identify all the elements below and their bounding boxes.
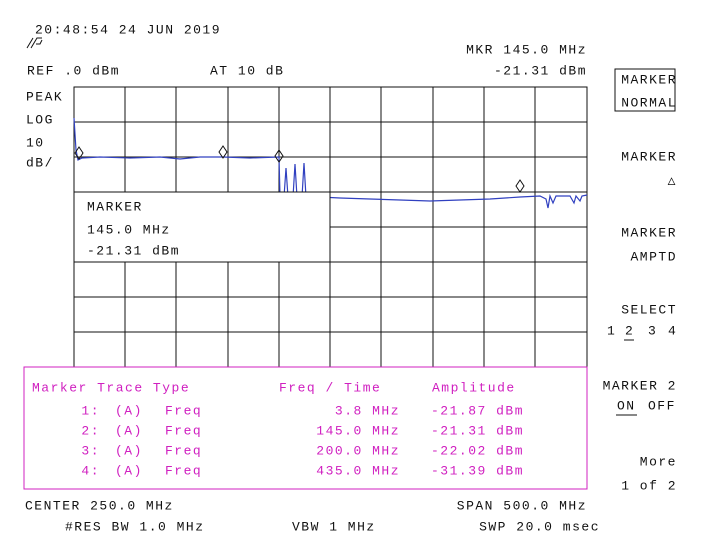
softkey[interactable]: MARKER 2 <box>603 378 677 393</box>
softkey[interactable]: SELECT <box>621 302 677 317</box>
table-header: Marker Trace Type <box>32 380 190 395</box>
table-cell: Freq <box>165 403 202 418</box>
table-cell: 435.0 MHz <box>316 463 400 478</box>
marker-diamond <box>74 146 84 160</box>
side-label: dB/ <box>26 155 54 170</box>
center-frequency: CENTER 250.0 MHz <box>25 498 174 513</box>
table-cell: (A) <box>115 423 143 438</box>
table-cell: (A) <box>115 443 143 458</box>
table-cell: 4: <box>81 463 100 478</box>
side-label: LOG <box>26 112 54 127</box>
table-cell: 2: <box>81 423 100 438</box>
table-cell: 200.0 MHz <box>316 443 400 458</box>
softkey[interactable]: △ <box>668 173 677 188</box>
select-option[interactable]: 4 <box>668 323 677 338</box>
marker-title: MARKER <box>87 199 143 214</box>
softkey[interactable]: More <box>640 454 677 469</box>
marker-diamond <box>274 149 284 163</box>
softkey[interactable]: AMPTD <box>630 249 677 264</box>
table-cell: -21.31 dBm <box>431 423 524 438</box>
select-option[interactable]: 2 <box>625 323 634 338</box>
resolution-bandwidth: #RES BW 1.0 MHz <box>65 519 205 534</box>
marker-diamond <box>515 179 525 193</box>
table-cell: -21.87 dBm <box>431 403 524 418</box>
table-cell: (A) <box>115 403 143 418</box>
table-header: Freq / Time <box>279 380 381 395</box>
softkey[interactable]: NORMAL <box>621 95 677 110</box>
select-option[interactable]: 1 <box>607 323 616 338</box>
table-cell: 1: <box>81 403 100 418</box>
reference-level: REF .0 dBm <box>27 63 120 78</box>
table-cell: 145.0 MHz <box>316 423 400 438</box>
span: SPAN 500.0 MHz <box>457 498 587 513</box>
table-cell: 3: <box>81 443 100 458</box>
table-cell: Freq <box>165 423 202 438</box>
marker-table <box>23 366 588 490</box>
marker-symbols <box>74 145 525 193</box>
softkey-off[interactable]: OFF <box>648 398 676 413</box>
video-bandwidth: VBW 1 MHz <box>292 519 376 534</box>
marker-frequency: MKR 145.0 MHz <box>466 42 587 57</box>
marker-readout-box <box>73 191 331 263</box>
side-label: PEAK <box>26 89 63 104</box>
side-label: 10 <box>26 135 45 150</box>
table-cell: Freq <box>165 443 202 458</box>
timestamp: 20:48:54 24 JUN 2019 <box>35 22 221 37</box>
active-softkey-box <box>614 68 676 112</box>
softkey[interactable]: 1 of 2 <box>621 478 677 493</box>
marker-amplitude: -21.31 dBm <box>494 63 587 78</box>
table-cell: -31.39 dBm <box>431 463 524 478</box>
softkey[interactable]: MARKER <box>621 149 677 164</box>
hp-logo <box>26 37 43 49</box>
softkey[interactable]: MARKER <box>621 72 677 87</box>
sweep-time: SWP 20.0 msec <box>479 519 600 534</box>
softkey[interactable]: MARKER <box>621 225 677 240</box>
table-cell: 3.8 MHz <box>335 403 400 418</box>
table-cell: Freq <box>165 463 202 478</box>
marker-diamond <box>218 145 228 159</box>
marker-freq: 145.0 MHz <box>87 222 171 237</box>
table-header: Amplitude <box>432 380 516 395</box>
table-cell: -22.02 dBm <box>431 443 524 458</box>
table-rows: 1: (A) Freq 3.8 MHz -21.87 dBm 2: (A) Freq 145.0… <box>81 403 524 478</box>
softkey-on[interactable]: ON <box>617 398 636 413</box>
attenuation: AT 10 dB <box>210 63 284 78</box>
table-cell: (A) <box>115 463 143 478</box>
marker-amp: -21.31 dBm <box>87 243 180 258</box>
select-option[interactable]: 3 <box>648 323 657 338</box>
trace <box>73 117 588 209</box>
